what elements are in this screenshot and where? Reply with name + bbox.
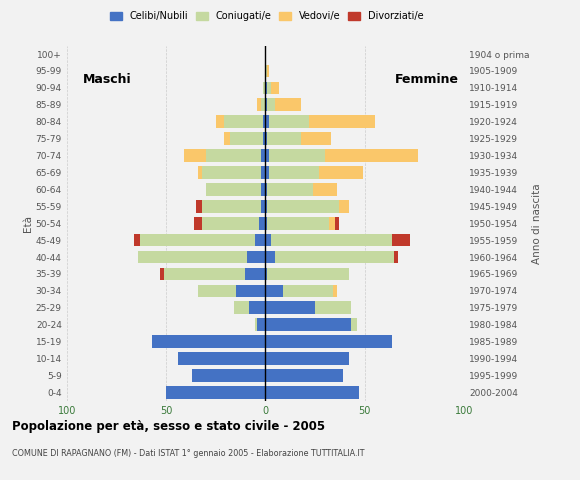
Bar xyxy=(248,251,266,264)
Bar xyxy=(319,166,362,179)
Bar xyxy=(267,200,339,213)
Bar xyxy=(152,335,266,348)
Bar xyxy=(206,149,262,162)
Bar xyxy=(166,386,266,399)
Bar xyxy=(266,369,343,382)
Bar xyxy=(269,115,309,128)
Bar xyxy=(266,166,269,179)
Bar xyxy=(267,268,349,280)
Bar xyxy=(194,217,202,229)
Bar xyxy=(184,149,206,162)
Bar xyxy=(216,115,224,128)
Bar xyxy=(140,234,255,246)
Bar xyxy=(269,149,325,162)
Bar xyxy=(266,318,351,331)
Bar xyxy=(266,183,267,196)
Bar xyxy=(309,115,375,128)
Bar xyxy=(266,115,269,128)
Bar xyxy=(269,166,319,179)
Bar xyxy=(262,166,266,179)
Bar xyxy=(224,115,263,128)
Bar xyxy=(266,217,267,229)
Bar xyxy=(267,132,301,145)
Bar xyxy=(230,132,263,145)
Bar xyxy=(224,132,230,145)
Bar xyxy=(262,200,266,213)
Bar xyxy=(196,200,202,213)
Bar xyxy=(258,98,262,111)
Bar xyxy=(335,217,339,229)
Bar xyxy=(313,183,337,196)
Bar xyxy=(198,166,202,179)
Bar xyxy=(178,352,266,365)
Bar xyxy=(255,318,258,331)
Bar xyxy=(315,301,351,314)
Bar xyxy=(255,234,266,246)
Bar xyxy=(138,251,248,264)
Bar xyxy=(263,82,266,94)
Bar xyxy=(271,82,279,94)
Bar xyxy=(249,301,266,314)
Bar xyxy=(235,285,266,297)
Bar xyxy=(267,98,275,111)
Text: Popolazione per età, sesso e stato civile - 2005: Popolazione per età, sesso e stato civil… xyxy=(12,420,325,433)
Bar xyxy=(134,234,140,246)
Bar xyxy=(263,115,266,128)
Bar xyxy=(266,200,267,213)
Bar xyxy=(267,183,313,196)
Legend: Celibi/Nubili, Coniugati/e, Vedovi/e, Divorziati/e: Celibi/Nubili, Coniugati/e, Vedovi/e, Di… xyxy=(107,7,427,25)
Bar xyxy=(258,318,266,331)
Bar xyxy=(164,268,245,280)
Bar xyxy=(266,132,267,145)
Bar xyxy=(266,268,267,280)
Bar xyxy=(266,335,393,348)
Bar xyxy=(266,301,315,314)
Bar xyxy=(393,234,411,246)
Bar xyxy=(263,132,266,145)
Bar xyxy=(245,268,266,280)
Bar xyxy=(192,369,266,382)
Y-axis label: Anno di nascita: Anno di nascita xyxy=(532,183,542,264)
Bar xyxy=(351,318,357,331)
Bar xyxy=(333,285,337,297)
Bar xyxy=(271,234,393,246)
Bar xyxy=(259,217,266,229)
Bar xyxy=(202,200,262,213)
Text: COMUNE DI RAPAGNANO (FM) - Dati ISTAT 1° gennaio 2005 - Elaborazione TUTTITALIA.: COMUNE DI RAPAGNANO (FM) - Dati ISTAT 1°… xyxy=(12,449,364,458)
Bar xyxy=(206,183,262,196)
Bar xyxy=(267,82,271,94)
Bar xyxy=(339,200,349,213)
Bar xyxy=(394,251,398,264)
Bar xyxy=(160,268,164,280)
Text: Femmine: Femmine xyxy=(394,73,458,86)
Bar xyxy=(262,98,266,111)
Bar xyxy=(202,217,259,229)
Bar xyxy=(276,98,301,111)
Bar xyxy=(329,217,335,229)
Bar xyxy=(234,301,249,314)
Bar xyxy=(266,234,271,246)
Bar xyxy=(266,386,358,399)
Bar xyxy=(325,149,418,162)
Bar xyxy=(262,149,266,162)
Bar xyxy=(202,166,262,179)
Y-axis label: Età: Età xyxy=(23,215,33,232)
Text: Maschi: Maschi xyxy=(82,73,131,86)
Bar xyxy=(301,132,331,145)
Bar xyxy=(266,65,267,77)
Bar xyxy=(262,183,266,196)
Bar xyxy=(267,65,269,77)
Bar xyxy=(283,285,333,297)
Bar xyxy=(266,149,269,162)
Bar xyxy=(266,82,267,94)
Bar xyxy=(266,251,275,264)
Bar xyxy=(266,352,349,365)
Bar xyxy=(198,285,235,297)
Bar xyxy=(267,217,329,229)
Bar xyxy=(276,251,394,264)
Bar xyxy=(266,285,283,297)
Bar xyxy=(266,98,267,111)
